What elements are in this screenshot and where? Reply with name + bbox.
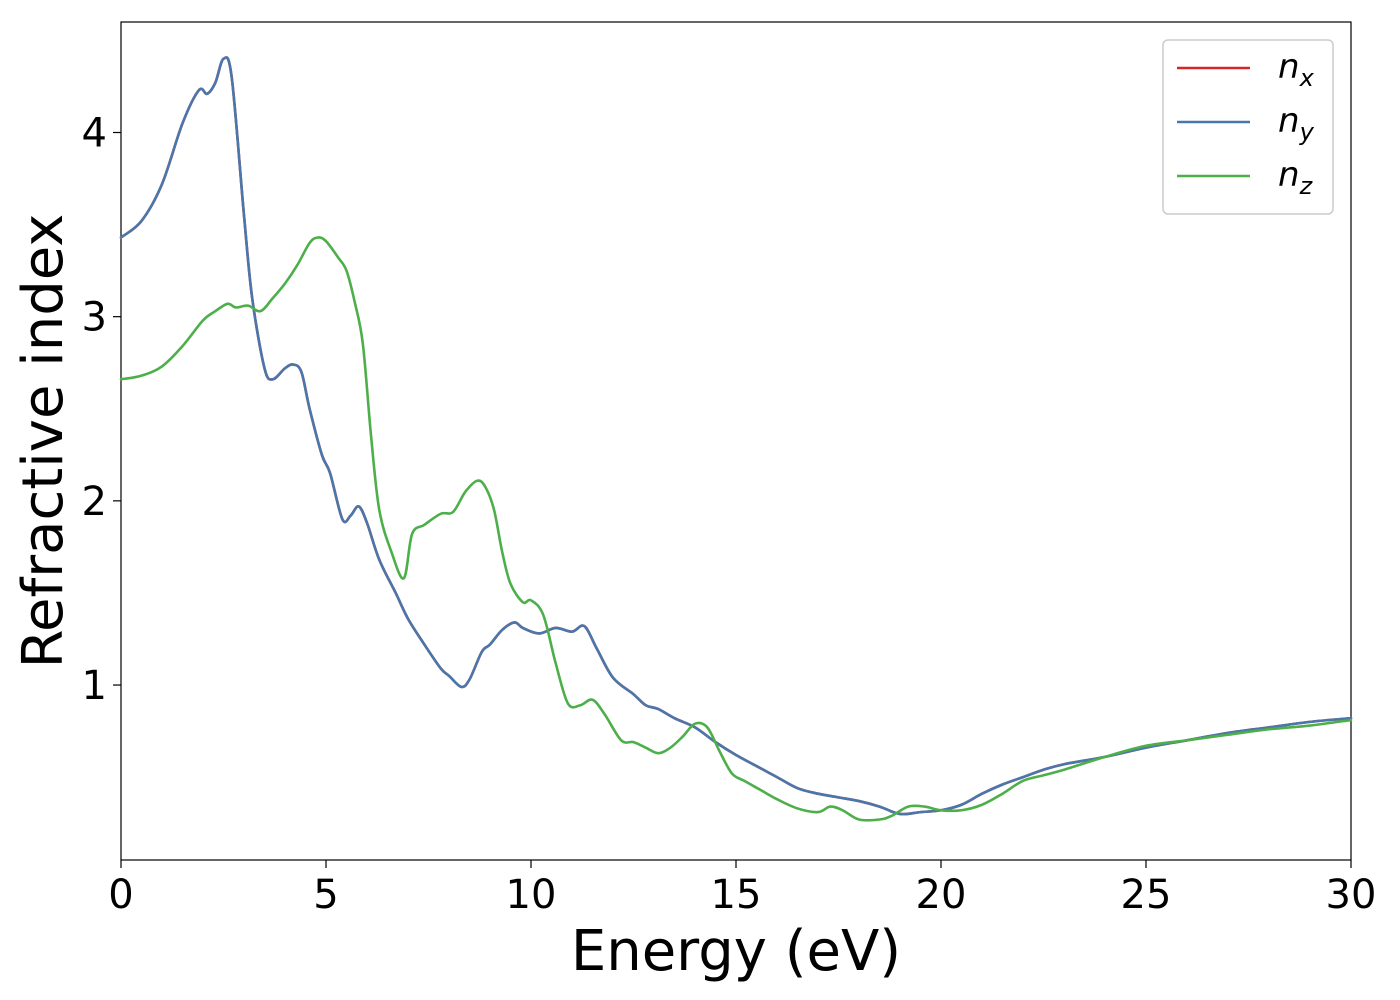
legend: nx ny nz bbox=[1162, 39, 1334, 215]
legend-label-nz: nz bbox=[1278, 155, 1314, 200]
plot-area bbox=[120, 21, 1352, 861]
x-tick-label: 0 bbox=[108, 872, 133, 918]
x-tick-label: 25 bbox=[1121, 872, 1172, 918]
y-axis-ticks: 1 2 3 4 bbox=[82, 111, 121, 709]
y-tick-label: 4 bbox=[82, 111, 107, 157]
y-axis-label: Refractive index bbox=[11, 214, 76, 669]
x-tick-label: 15 bbox=[711, 872, 762, 918]
y-tick-label: 1 bbox=[82, 663, 107, 709]
x-axis-ticks: 0 5 10 15 20 25 30 bbox=[108, 860, 1376, 918]
legend-label-nx: nx bbox=[1278, 47, 1315, 92]
x-tick-label: 10 bbox=[506, 872, 557, 918]
legend-box bbox=[1162, 39, 1334, 215]
series-layer bbox=[119, 56, 1353, 822]
x-tick-label: 5 bbox=[313, 872, 338, 918]
y-tick-label: 2 bbox=[82, 479, 107, 525]
x-tick-label: 30 bbox=[1326, 872, 1377, 918]
series-line-nz bbox=[119, 236, 1353, 822]
legend-label-ny: ny bbox=[1278, 101, 1315, 146]
x-axis-label: Energy (eV) bbox=[571, 919, 901, 984]
legend-items: nx ny nz bbox=[1177, 47, 1315, 200]
x-tick-label: 20 bbox=[916, 872, 967, 918]
series-line-ny bbox=[119, 56, 1353, 816]
y-tick-label: 3 bbox=[82, 295, 107, 341]
